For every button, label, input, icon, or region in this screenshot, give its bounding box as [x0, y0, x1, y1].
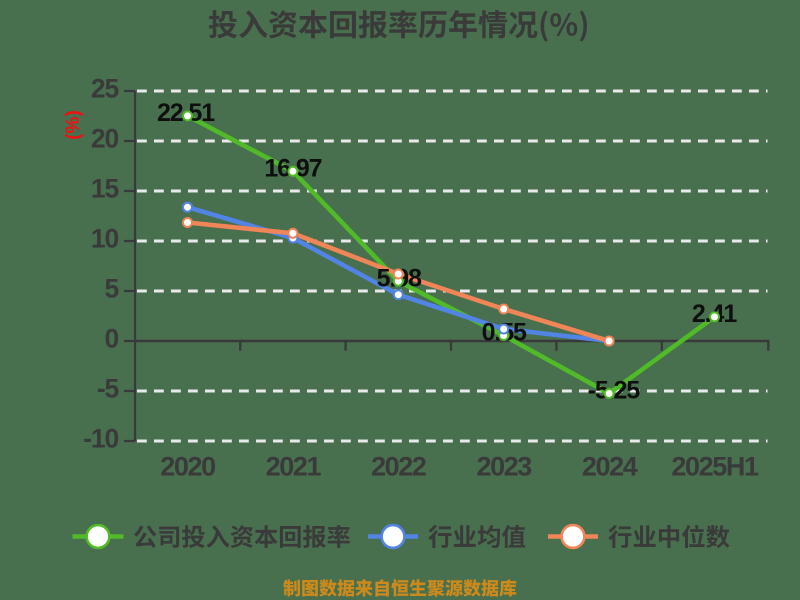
svg-text:2021: 2021 — [266, 452, 322, 482]
svg-text:(%): (%) — [63, 110, 84, 140]
svg-text:2023: 2023 — [476, 452, 532, 482]
svg-text:0: 0 — [104, 323, 118, 353]
svg-text:2024: 2024 — [582, 452, 638, 482]
svg-text:10: 10 — [91, 223, 119, 253]
svg-text:2022: 2022 — [371, 452, 426, 482]
svg-text:-10: -10 — [83, 423, 118, 453]
svg-text:20: 20 — [91, 123, 119, 153]
svg-text:25: 25 — [91, 73, 119, 103]
svg-text:2025H1: 2025H1 — [671, 452, 759, 482]
svg-text:15: 15 — [91, 173, 119, 203]
svg-text:-5.25: -5.25 — [588, 377, 641, 405]
svg-text:-5: -5 — [97, 373, 119, 403]
svg-text:5: 5 — [104, 273, 118, 303]
svg-text:2020: 2020 — [160, 452, 215, 482]
